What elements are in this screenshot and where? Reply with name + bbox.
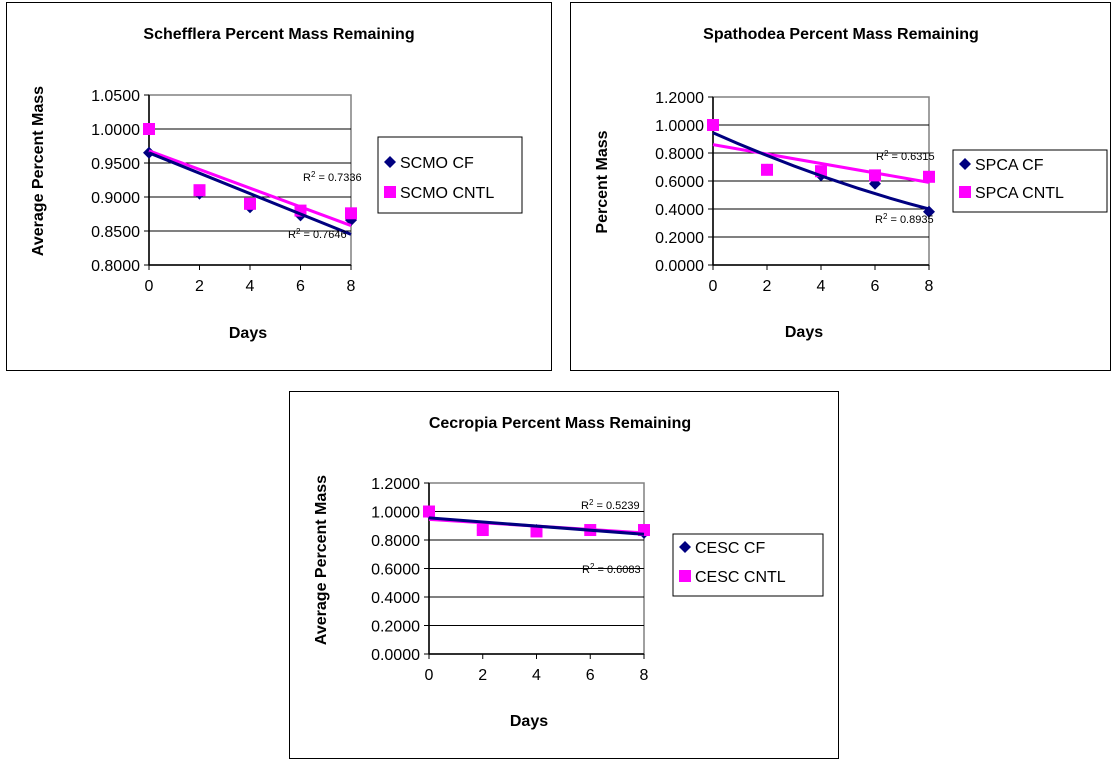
legend-entry: SPCA CNTL bbox=[975, 185, 1064, 202]
r-squared-label: R2 = 0.6083 bbox=[582, 562, 641, 576]
x-axis-title: Days bbox=[785, 324, 823, 341]
x-tick-label: 6 bbox=[296, 278, 305, 295]
cecropia-chart-svg: Cecropia Percent Mass Remaining Average P… bbox=[313, 415, 824, 730]
r-squared-label: R2 = 0.7646 bbox=[288, 227, 347, 241]
y-tick-label: 0.8500 bbox=[91, 224, 140, 241]
x-tick-label: 8 bbox=[925, 278, 934, 295]
y-tick-label: 0.6000 bbox=[371, 562, 420, 579]
schefflera-chart: Schefflera Percent Mass Remaining Average… bbox=[6, 2, 552, 371]
r-squared-label: R2 = 0.6315 bbox=[876, 149, 935, 163]
y-axis-title: Average Percent Mass bbox=[30, 86, 47, 256]
schefflera-chart-svg: Schefflera Percent Mass Remaining Average… bbox=[30, 26, 523, 342]
x-tick-label: 0 bbox=[145, 278, 154, 295]
r-squared-label: R2 = 0.8935 bbox=[875, 212, 934, 226]
legend-entry: SPCA CF bbox=[975, 157, 1044, 174]
y-tick-label: 0.6000 bbox=[655, 174, 704, 191]
y-tick-label: 0.8000 bbox=[655, 146, 704, 163]
x-tick-label: 6 bbox=[586, 667, 595, 684]
data-point-spca-cntl bbox=[923, 170, 935, 183]
x-tick-label: 4 bbox=[246, 278, 255, 295]
plot-area bbox=[148, 94, 352, 266]
data-point-scmo-cntl bbox=[193, 184, 206, 197]
y-tick-label: 0.4000 bbox=[371, 590, 420, 607]
spathodea-chart-svg: Spathodea Percent Mass Remaining Percent … bbox=[594, 26, 1108, 341]
legend-entry: CESC CF bbox=[695, 540, 765, 557]
y-tick-label: 0.8000 bbox=[91, 258, 140, 275]
trendline-scmo-cntl bbox=[148, 149, 352, 227]
x-tick-label: 0 bbox=[709, 278, 718, 295]
y-tick-label: 1.0000 bbox=[371, 505, 420, 522]
y-tick-label: 1.2000 bbox=[371, 476, 420, 493]
chart-title: Spathodea Percent Mass Remaining bbox=[703, 26, 979, 43]
chart-title: Schefflera Percent Mass Remaining bbox=[143, 26, 414, 43]
r-squared-label: R2 = 0.5239 bbox=[581, 498, 640, 512]
legend-box bbox=[672, 533, 824, 597]
y-tick-label: 0.2000 bbox=[655, 230, 704, 247]
y-tick-label: 1.2000 bbox=[655, 90, 704, 107]
x-tick-label: 8 bbox=[640, 667, 649, 684]
legend-entry: CESC CNTL bbox=[695, 569, 786, 586]
legend-marker-square bbox=[959, 186, 971, 198]
y-tick-label: 0.8000 bbox=[371, 533, 420, 550]
legend-box bbox=[952, 149, 1108, 213]
legend-entry: SCMO CF bbox=[400, 155, 474, 172]
y-tick-label: 0.0000 bbox=[655, 258, 704, 275]
x-axis-title: Days bbox=[510, 713, 548, 730]
data-point-scmo-cntl bbox=[143, 123, 155, 135]
x-tick-label: 2 bbox=[195, 278, 204, 295]
y-tick-label: 0.0000 bbox=[371, 647, 420, 664]
y-tick-label: 1.0500 bbox=[91, 88, 140, 105]
x-tick-label: 6 bbox=[871, 278, 880, 295]
x-tick-label: 0 bbox=[425, 667, 434, 684]
y-tick-label: 0.2000 bbox=[371, 619, 420, 636]
legend-marker-square bbox=[679, 570, 691, 582]
trendline-spca-cf bbox=[712, 131, 930, 211]
legend-marker-square bbox=[384, 186, 396, 198]
x-axis-title: Days bbox=[229, 325, 267, 342]
trendline-spca-cntl bbox=[712, 143, 930, 184]
legend-marker-diamond bbox=[959, 158, 971, 170]
data-point-scmo-cntl bbox=[345, 207, 357, 220]
cecropia-chart: Cecropia Percent Mass Remaining Average P… bbox=[289, 391, 839, 759]
legend-box bbox=[377, 136, 523, 214]
x-tick-label: 4 bbox=[817, 278, 826, 295]
y-tick-label: 0.9500 bbox=[91, 156, 140, 173]
x-tick-label: 8 bbox=[347, 278, 356, 295]
x-tick-label: 4 bbox=[532, 667, 541, 684]
y-tick-label: 1.0000 bbox=[91, 122, 140, 139]
y-tick-label: 0.4000 bbox=[655, 202, 704, 219]
data-point-cesc-cntl bbox=[476, 524, 489, 537]
r-squared-label: R2 = 0.7336 bbox=[303, 170, 362, 184]
x-tick-label: 2 bbox=[763, 278, 772, 295]
data-point-cesc-cntl bbox=[530, 525, 543, 538]
data-point-spca-cntl bbox=[707, 119, 719, 131]
spathodea-chart: Spathodea Percent Mass Remaining Percent … bbox=[570, 2, 1111, 371]
y-tick-label: 1.0000 bbox=[655, 118, 704, 135]
chart-title: Cecropia Percent Mass Remaining bbox=[429, 415, 691, 432]
y-axis-title: Average Percent Mass bbox=[313, 475, 330, 645]
y-tick-label: 0.9000 bbox=[91, 190, 140, 207]
legend-entry: SCMO CNTL bbox=[400, 185, 494, 202]
y-axis-title: Percent Mass bbox=[594, 130, 611, 233]
legend-marker-diamond bbox=[384, 156, 396, 168]
x-tick-label: 2 bbox=[478, 667, 487, 684]
trendline-cesc-cf bbox=[428, 516, 645, 536]
data-point-cesc-cntl bbox=[423, 505, 435, 518]
data-point-spca-cntl bbox=[761, 163, 773, 176]
legend-marker-diamond bbox=[679, 541, 691, 553]
trendline-scmo-cf bbox=[148, 151, 352, 236]
data-point-scmo-cntl bbox=[244, 197, 256, 210]
